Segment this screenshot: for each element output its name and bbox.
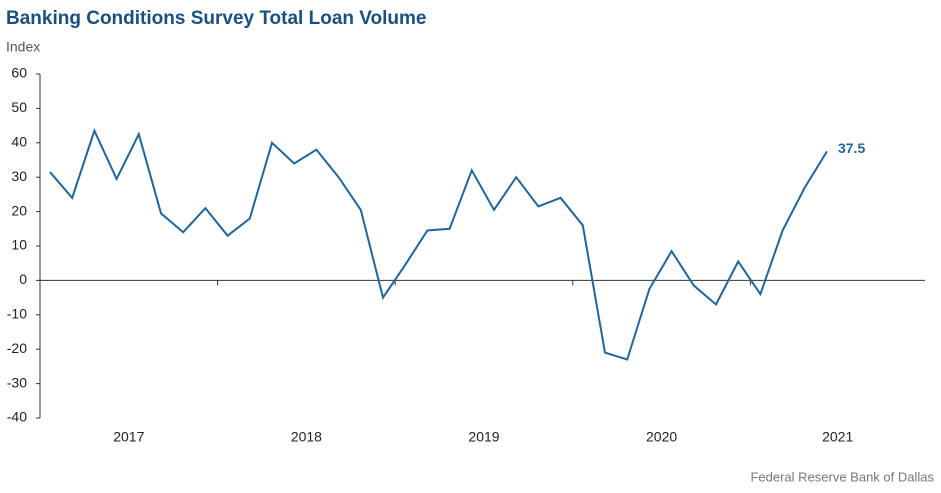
line-series bbox=[49, 128, 828, 361]
x-tick-label: 2020 bbox=[646, 429, 677, 445]
data-label: 37.5 bbox=[838, 140, 865, 156]
y-tick-label: 10 bbox=[11, 237, 27, 253]
y-tick-label: -10 bbox=[7, 306, 27, 322]
y-tick-label: 20 bbox=[11, 202, 27, 218]
y-tick-label: 0 bbox=[19, 271, 27, 287]
y-tick-label: -40 bbox=[7, 409, 27, 425]
x-tick-label: 2017 bbox=[113, 429, 144, 445]
y-tick-label: -30 bbox=[7, 374, 27, 390]
x-tick-label: 2019 bbox=[468, 429, 499, 445]
source: Federal Reserve Bank of Dallas bbox=[750, 469, 934, 484]
y-tick-label: 50 bbox=[11, 99, 27, 115]
y-tick-label: 40 bbox=[11, 134, 27, 150]
y-tick-label: 60 bbox=[11, 65, 27, 81]
chart-title: Banking Conditions Survey Total Loan Vol… bbox=[6, 8, 427, 29]
x-tick-label: 2018 bbox=[291, 429, 322, 445]
y-axis-label: Index bbox=[6, 39, 40, 55]
x-tick-label: 2021 bbox=[822, 429, 853, 445]
y-tick-label: -20 bbox=[7, 340, 27, 356]
y-tick-label: 30 bbox=[11, 168, 27, 184]
